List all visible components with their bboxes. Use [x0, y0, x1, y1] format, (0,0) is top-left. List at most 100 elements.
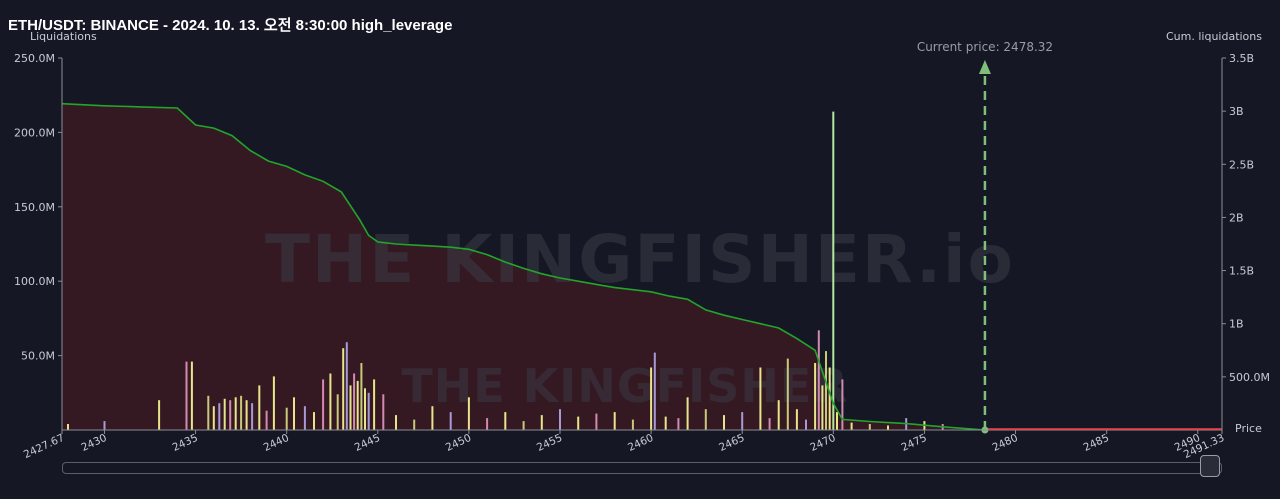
liquidation-bar [265, 410, 268, 430]
liquidation-bar [245, 400, 248, 430]
current-price-arrow [978, 60, 991, 74]
liquidation-bar [322, 379, 325, 430]
current-price-label: Current price: 2478.32 [917, 40, 1053, 54]
left-tick-label: 50.0M [21, 350, 55, 363]
liquidation-bar [723, 415, 725, 430]
liquidation-bar [449, 412, 452, 430]
liquidation-bar [272, 376, 275, 430]
liquidation-bar [850, 422, 853, 430]
liquidation-bar [777, 400, 780, 430]
liquidation-bar [364, 388, 366, 430]
liquidation-bar [759, 367, 762, 430]
x-tick-label: 2430 [79, 432, 108, 454]
liquidation-bar [817, 330, 820, 430]
liquidation-bar [786, 358, 789, 430]
cumulative-line [61, 102, 985, 431]
right-axis-title: Cum. liquidations [1165, 30, 1262, 43]
liquidation-bar [805, 419, 807, 430]
liquidation-bar [814, 363, 817, 430]
x-tick-label: 2475 [899, 432, 928, 454]
right-tick-label: 1B [1229, 318, 1244, 331]
liquidation-bar [631, 419, 634, 430]
liquidation-bar [841, 379, 844, 430]
left-tick-label: 250.0M [14, 52, 55, 65]
liquidation-bar [832, 111, 835, 430]
liquidation-bar [486, 418, 489, 430]
liquidation-bar [229, 400, 232, 430]
left-tick-label: 150.0M [14, 201, 55, 214]
liquidation-bar [836, 412, 838, 430]
liquidation-bar [336, 394, 339, 430]
liquidation-bar [559, 409, 561, 430]
liquidation-bar [158, 400, 161, 430]
liquidation-bar [677, 418, 680, 430]
left-axis-title: Liquidations [30, 30, 97, 43]
liquidation-bar [342, 348, 345, 430]
watermark-small: THE KINGFISHER [401, 359, 848, 413]
liquidation-bar [240, 395, 243, 430]
x-tick-label: 2435 [171, 432, 200, 454]
liquidation-bar [868, 424, 871, 430]
liquidation-bar [234, 397, 237, 430]
left-tick-label: 100.0M [14, 275, 55, 288]
liquidation-bar [704, 409, 707, 430]
x-tick-label: 2460 [626, 432, 655, 454]
liquidation-bar [595, 413, 598, 430]
liquidation-bar [650, 367, 653, 430]
liquidation-bar [293, 397, 295, 430]
liquidation-bar [212, 406, 215, 430]
right-tick-label: 3B [1229, 105, 1244, 118]
cumulative-area [62, 103, 985, 430]
liquidation-bar [540, 415, 543, 430]
liquidation-bar [828, 367, 831, 430]
watermark-large: THE KINGFISHER.io [265, 221, 1015, 298]
liquidation-bar [504, 412, 507, 430]
liquidation-bar [741, 412, 744, 430]
left-tick-label: 200.0M [14, 126, 55, 139]
liquidation-bar [251, 403, 254, 430]
liquidation-bar [373, 379, 376, 430]
liquidation-bar [577, 416, 580, 430]
liquidation-bar [653, 352, 656, 430]
liquidation-bar [103, 421, 106, 430]
liquidation-bar [795, 409, 798, 430]
liquidation-bar [664, 416, 667, 430]
liquidation-bar [313, 412, 315, 430]
liquidation-bar [303, 406, 306, 430]
x-tick-label: 2427.67 [22, 432, 66, 461]
liquidation-bar [431, 406, 434, 430]
liquidation-bar [190, 361, 193, 430]
x-tick-label: 2485 [1082, 432, 1111, 454]
range-scrollbar[interactable] [62, 462, 1222, 474]
liquidation-bar [349, 385, 352, 430]
range-scroll-handle[interactable] [1200, 455, 1220, 477]
liquidation-bar [185, 361, 188, 430]
liquidation-bar [285, 407, 288, 430]
x-tick-label: 2440 [262, 432, 291, 454]
liquidation-bar [67, 424, 69, 430]
liquidation-bar [613, 412, 616, 430]
liquidation-bar [345, 342, 348, 430]
liquidation-bar [395, 415, 397, 430]
right-tick-label: 2B [1229, 211, 1244, 224]
liquidation-bar [522, 421, 525, 430]
right-tick-label: 2.5B [1229, 158, 1254, 171]
liquidation-bar [360, 363, 363, 430]
x-tick-label: 2465 [717, 432, 746, 454]
x-tick-label: 2470 [808, 432, 837, 454]
liquidation-bar [821, 385, 824, 430]
liquidation-bar [218, 403, 221, 430]
liquidation-bar [207, 395, 210, 430]
liquidation-bar [825, 351, 827, 430]
liquidation-bar [382, 394, 385, 430]
x-tick-label: 2455 [535, 432, 564, 454]
liquidation-bar [686, 397, 689, 430]
chart-title: ETH/USDT: BINANCE - 2024. 10. 13. 오전 8:3… [8, 17, 453, 34]
x-tick-label: 2445 [353, 432, 382, 454]
right-tick-label: 1.5B [1229, 265, 1254, 278]
x-tick-label: 2450 [444, 432, 473, 454]
liquidation-bar [413, 419, 416, 430]
right-tick-label: 500.0M [1229, 371, 1270, 384]
liquidation-bar [329, 373, 332, 430]
